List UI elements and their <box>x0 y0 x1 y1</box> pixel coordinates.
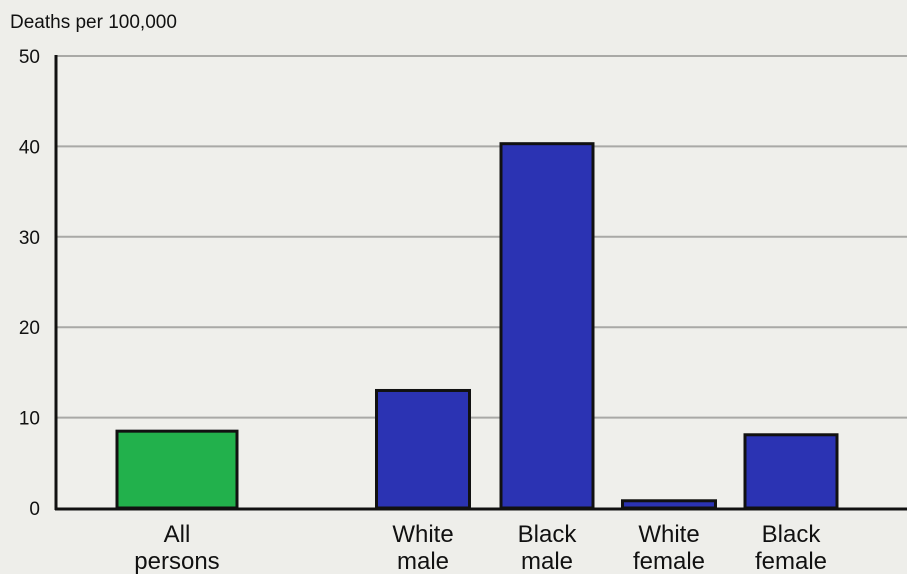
category-label-white-male-line-2: male <box>397 548 449 574</box>
bar-black-female <box>743 433 839 510</box>
y-tick-label-50: 50 <box>19 47 40 68</box>
category-label-white-male-line-1: White <box>392 521 453 548</box>
y-tick-label-20: 20 <box>19 318 40 339</box>
bar-black-male <box>499 142 595 510</box>
category-label-black-female-line-2: female <box>755 548 827 574</box>
y-tick-label-0: 0 <box>29 499 40 520</box>
bars <box>115 142 839 510</box>
y-tick-label-10: 10 <box>19 409 40 430</box>
gridlines <box>56 55 907 419</box>
category-label-black-male-line-1: Black <box>518 521 578 548</box>
y-tick-label-30: 30 <box>19 228 40 249</box>
category-labels: AllpersonsWhitemaleBlackmaleWhitefemaleB… <box>134 521 827 574</box>
category-label-all-persons-line-1: All <box>164 521 191 548</box>
y-tick-label-40: 40 <box>19 137 40 158</box>
category-label-black-male-line-2: male <box>521 548 573 574</box>
bar-white-male <box>375 388 471 510</box>
bar-all-persons <box>115 429 239 510</box>
y-axis-label: Deaths per 100,000 <box>10 12 177 33</box>
bar-white-female <box>621 499 717 510</box>
category-label-black-female-line-1: Black <box>762 521 822 548</box>
y-tick-labels: 0 10 20 30 40 50 <box>19 47 40 520</box>
category-label-white-female-line-2: female <box>633 548 705 574</box>
category-label-white-female-line-1: White <box>638 521 699 548</box>
category-label-all-persons-line-2: persons <box>134 548 219 574</box>
